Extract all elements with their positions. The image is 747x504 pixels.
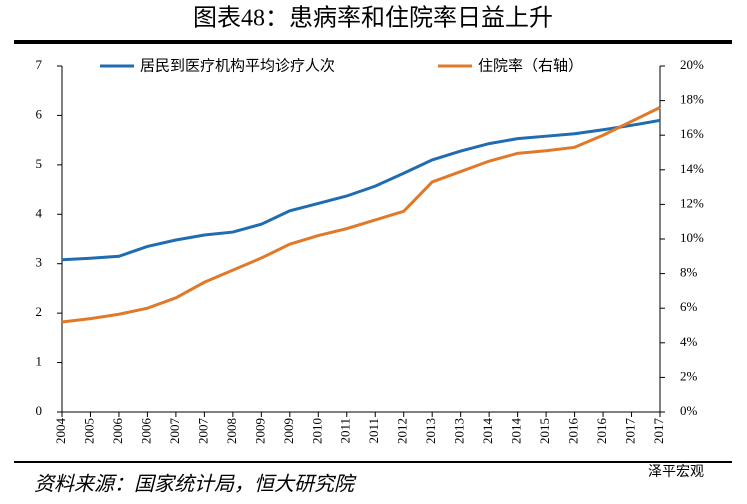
y-tick-label: 5 [36,156,43,171]
y-tick-label: 1 [36,354,43,369]
x-tick-label: 2012 [395,418,410,444]
y-tick-label: 0 [36,403,43,418]
y2-tick-label: 10% [680,230,704,245]
x-tick-label: 2016 [594,418,609,445]
y2-tick-label: 2% [680,368,698,383]
y-tick-label: 2 [36,304,43,319]
y-tick-label: 7 [36,57,43,72]
y2-tick-label: 14% [680,161,704,176]
x-tick-label: 2011 [366,418,381,444]
x-tick-label: 2013 [423,418,438,444]
y2-tick-label: 20% [680,57,704,72]
watermark: 泽平宏观 [648,464,704,480]
x-tick-label: 2005 [81,418,96,444]
x-tick-label: 2006 [138,418,153,445]
series-line [61,106,661,324]
x-tick-label: 2009 [281,418,296,444]
y2-tick-label: 16% [680,126,704,141]
x-tick-label: 2013 [452,418,467,444]
source: 资料来源：国家统计局，恒大研究院 [34,474,357,496]
x-tick-label: 2006 [110,418,125,445]
x-tick-label: 2007 [167,418,182,445]
legend-label: 住院率（右轴） [478,57,583,75]
legend-label: 居民到医疗机构平均诊疗人次 [140,57,335,75]
chart-title: 图表48：患病率和住院率日益上升 [193,5,553,32]
x-tick-label: 2008 [224,418,239,444]
y-tick-label: 3 [36,255,43,270]
x-tick-label: 2007 [195,418,210,445]
x-tick-label: 2011 [338,418,353,444]
y-tick-label: 4 [36,205,43,220]
x-tick-label: 2015 [537,418,552,444]
y2-tick-label: 8% [680,265,698,280]
y2-tick-label: 12% [680,195,704,210]
y2-tick-label: 4% [680,334,698,349]
y2-tick-label: 6% [680,299,698,314]
x-tick-label: 2016 [566,418,581,445]
x-tick-label: 2010 [309,418,324,444]
x-tick-label: 2009 [252,418,267,444]
footer-rule [14,461,732,463]
x-tick-label: 2014 [480,417,495,444]
title-rule [14,40,732,44]
x-tick-label: 2014 [509,418,524,445]
x-tick-label: 2017 [651,418,666,445]
y2-tick-label: 18% [680,92,704,107]
x-tick-label: 2004 [53,418,68,445]
y2-tick-label: 0% [680,403,698,418]
series-line [61,118,661,262]
y-tick-label: 6 [36,106,43,121]
x-tick-label: 2017 [623,418,638,445]
